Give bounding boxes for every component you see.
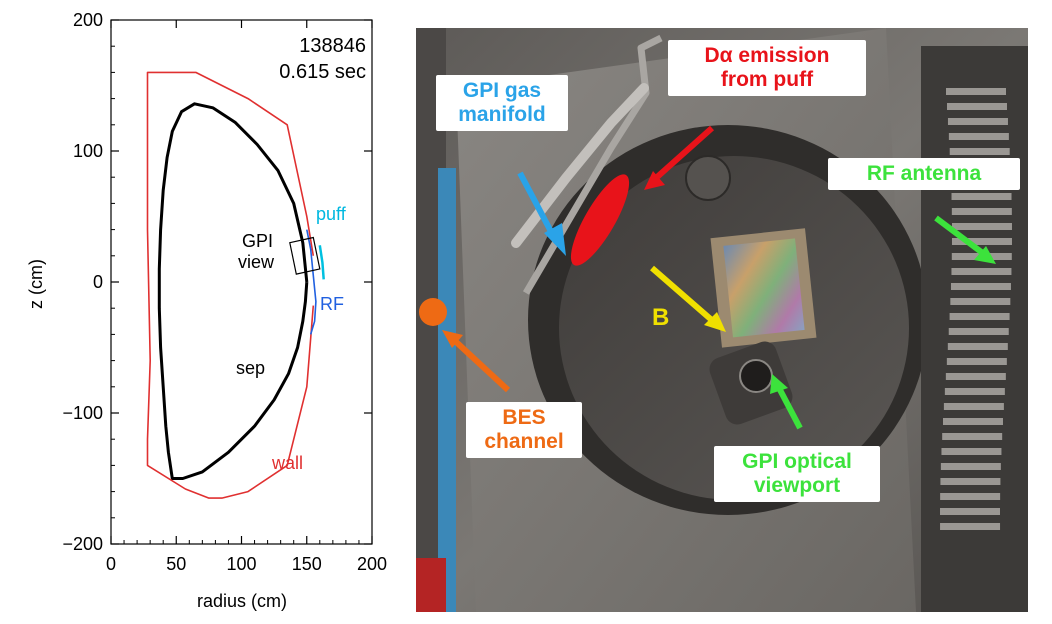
red-edge: [416, 558, 446, 612]
callout-optical-viewport: GPI optical viewport: [714, 446, 880, 503]
antenna-strap: [951, 238, 1012, 245]
antenna-strap: [943, 403, 1004, 410]
antenna-strap: [946, 88, 1006, 95]
antenna-strap: [951, 268, 1012, 275]
cylinder-top: [685, 155, 731, 201]
antenna-strap: [951, 193, 1012, 200]
optical-viewport-lens: [739, 359, 773, 393]
arrow-manifold-head: [544, 223, 566, 256]
blue-strip: [438, 168, 456, 612]
callout-rf-antenna: RF antenna: [828, 158, 1020, 191]
arrow-bes: [451, 337, 511, 393]
y-tick-label: −100: [62, 403, 103, 423]
antenna-strap: [940, 493, 1001, 500]
plot-series: [146, 71, 325, 499]
shot-number: 138846: [299, 35, 366, 57]
antenna-strap: [950, 283, 1011, 290]
y-tick-label: −200: [62, 534, 103, 554]
antenna-strap: [947, 343, 1008, 350]
x-tick-label: 200: [357, 554, 387, 574]
x-tick-label: 50: [166, 554, 186, 574]
antenna-strap: [951, 223, 1012, 230]
gpi-view-box: [289, 236, 321, 275]
callout-d-alpha: Dα emission from puff: [668, 40, 866, 97]
label-gpi: GPI: [242, 231, 273, 251]
antenna-strap: [942, 418, 1003, 425]
label-view: view: [238, 252, 275, 272]
antenna-strap: [948, 328, 1009, 335]
antenna-strap: [942, 433, 1003, 440]
antenna-strap: [941, 448, 1002, 455]
label-wall: wall: [271, 453, 303, 473]
x-tick-label: 150: [292, 554, 322, 574]
antenna-strap: [948, 133, 1009, 140]
antenna-strap: [945, 373, 1006, 380]
window-glass: [723, 238, 805, 338]
series-wall: [146, 71, 315, 499]
antenna-strap: [947, 118, 1008, 125]
callout-bes-channel: BES channel: [466, 402, 582, 459]
arrow-viewport-head: [770, 374, 788, 394]
d-alpha-emission: [570, 174, 630, 266]
label-puff: puff: [316, 204, 347, 224]
y-tick-label: 100: [73, 141, 103, 161]
arrow-antenna-head: [974, 246, 996, 264]
label-rf: RF: [320, 294, 344, 314]
antenna-strap: [940, 478, 1001, 485]
antenna-photo: GPI gas manifold Dα emission from puff R…: [416, 28, 1028, 612]
y-tick-label: 200: [73, 10, 103, 30]
series-rf: [306, 229, 317, 335]
x-tick-label: 0: [106, 554, 116, 574]
b-field-label: B: [652, 304, 670, 331]
arrow-b-field: [650, 265, 716, 325]
antenna-strap: [940, 508, 1001, 515]
axis-ticks: 0 50 100 150 200 200 100 0 −100 −200: [62, 10, 387, 574]
y-tick-label: 0: [93, 272, 103, 292]
antenna-strap: [946, 103, 1007, 110]
callout-gas-manifold: GPI gas manifold: [436, 75, 568, 132]
x-tick-label: 100: [226, 554, 256, 574]
arrow-bes-head: [442, 330, 463, 348]
bes-channel-dot: [419, 298, 447, 326]
series-sep: [157, 102, 309, 480]
series-puff: [318, 245, 325, 280]
arrow-viewport: [775, 384, 803, 430]
annotation-arrows: [442, 125, 996, 430]
label-sep: sep: [236, 358, 265, 378]
antenna-strap: [951, 208, 1012, 215]
antenna-strap: [940, 463, 1001, 470]
arrow-emission-head: [644, 171, 665, 190]
antenna-strap: [940, 523, 1001, 530]
y-axis-label: z (cm): [26, 259, 46, 309]
antenna-strap: [949, 148, 1010, 155]
equilibrium-plot: 0 50 100 150 200 200 100 0 −100 −200 138846 0.615…: [26, 10, 387, 611]
antenna-strap: [949, 313, 1010, 320]
antenna-strap: [946, 358, 1007, 365]
antenna-strap: [950, 298, 1011, 305]
antenna-strap: [944, 388, 1005, 395]
x-axis-label: radius (cm): [197, 591, 287, 611]
plot-frame: [110, 19, 373, 545]
arrow-b-field-head: [704, 312, 726, 332]
time-label: 0.615 sec: [279, 61, 366, 83]
arrow-emission: [654, 125, 714, 181]
arrow-antenna: [934, 215, 986, 257]
